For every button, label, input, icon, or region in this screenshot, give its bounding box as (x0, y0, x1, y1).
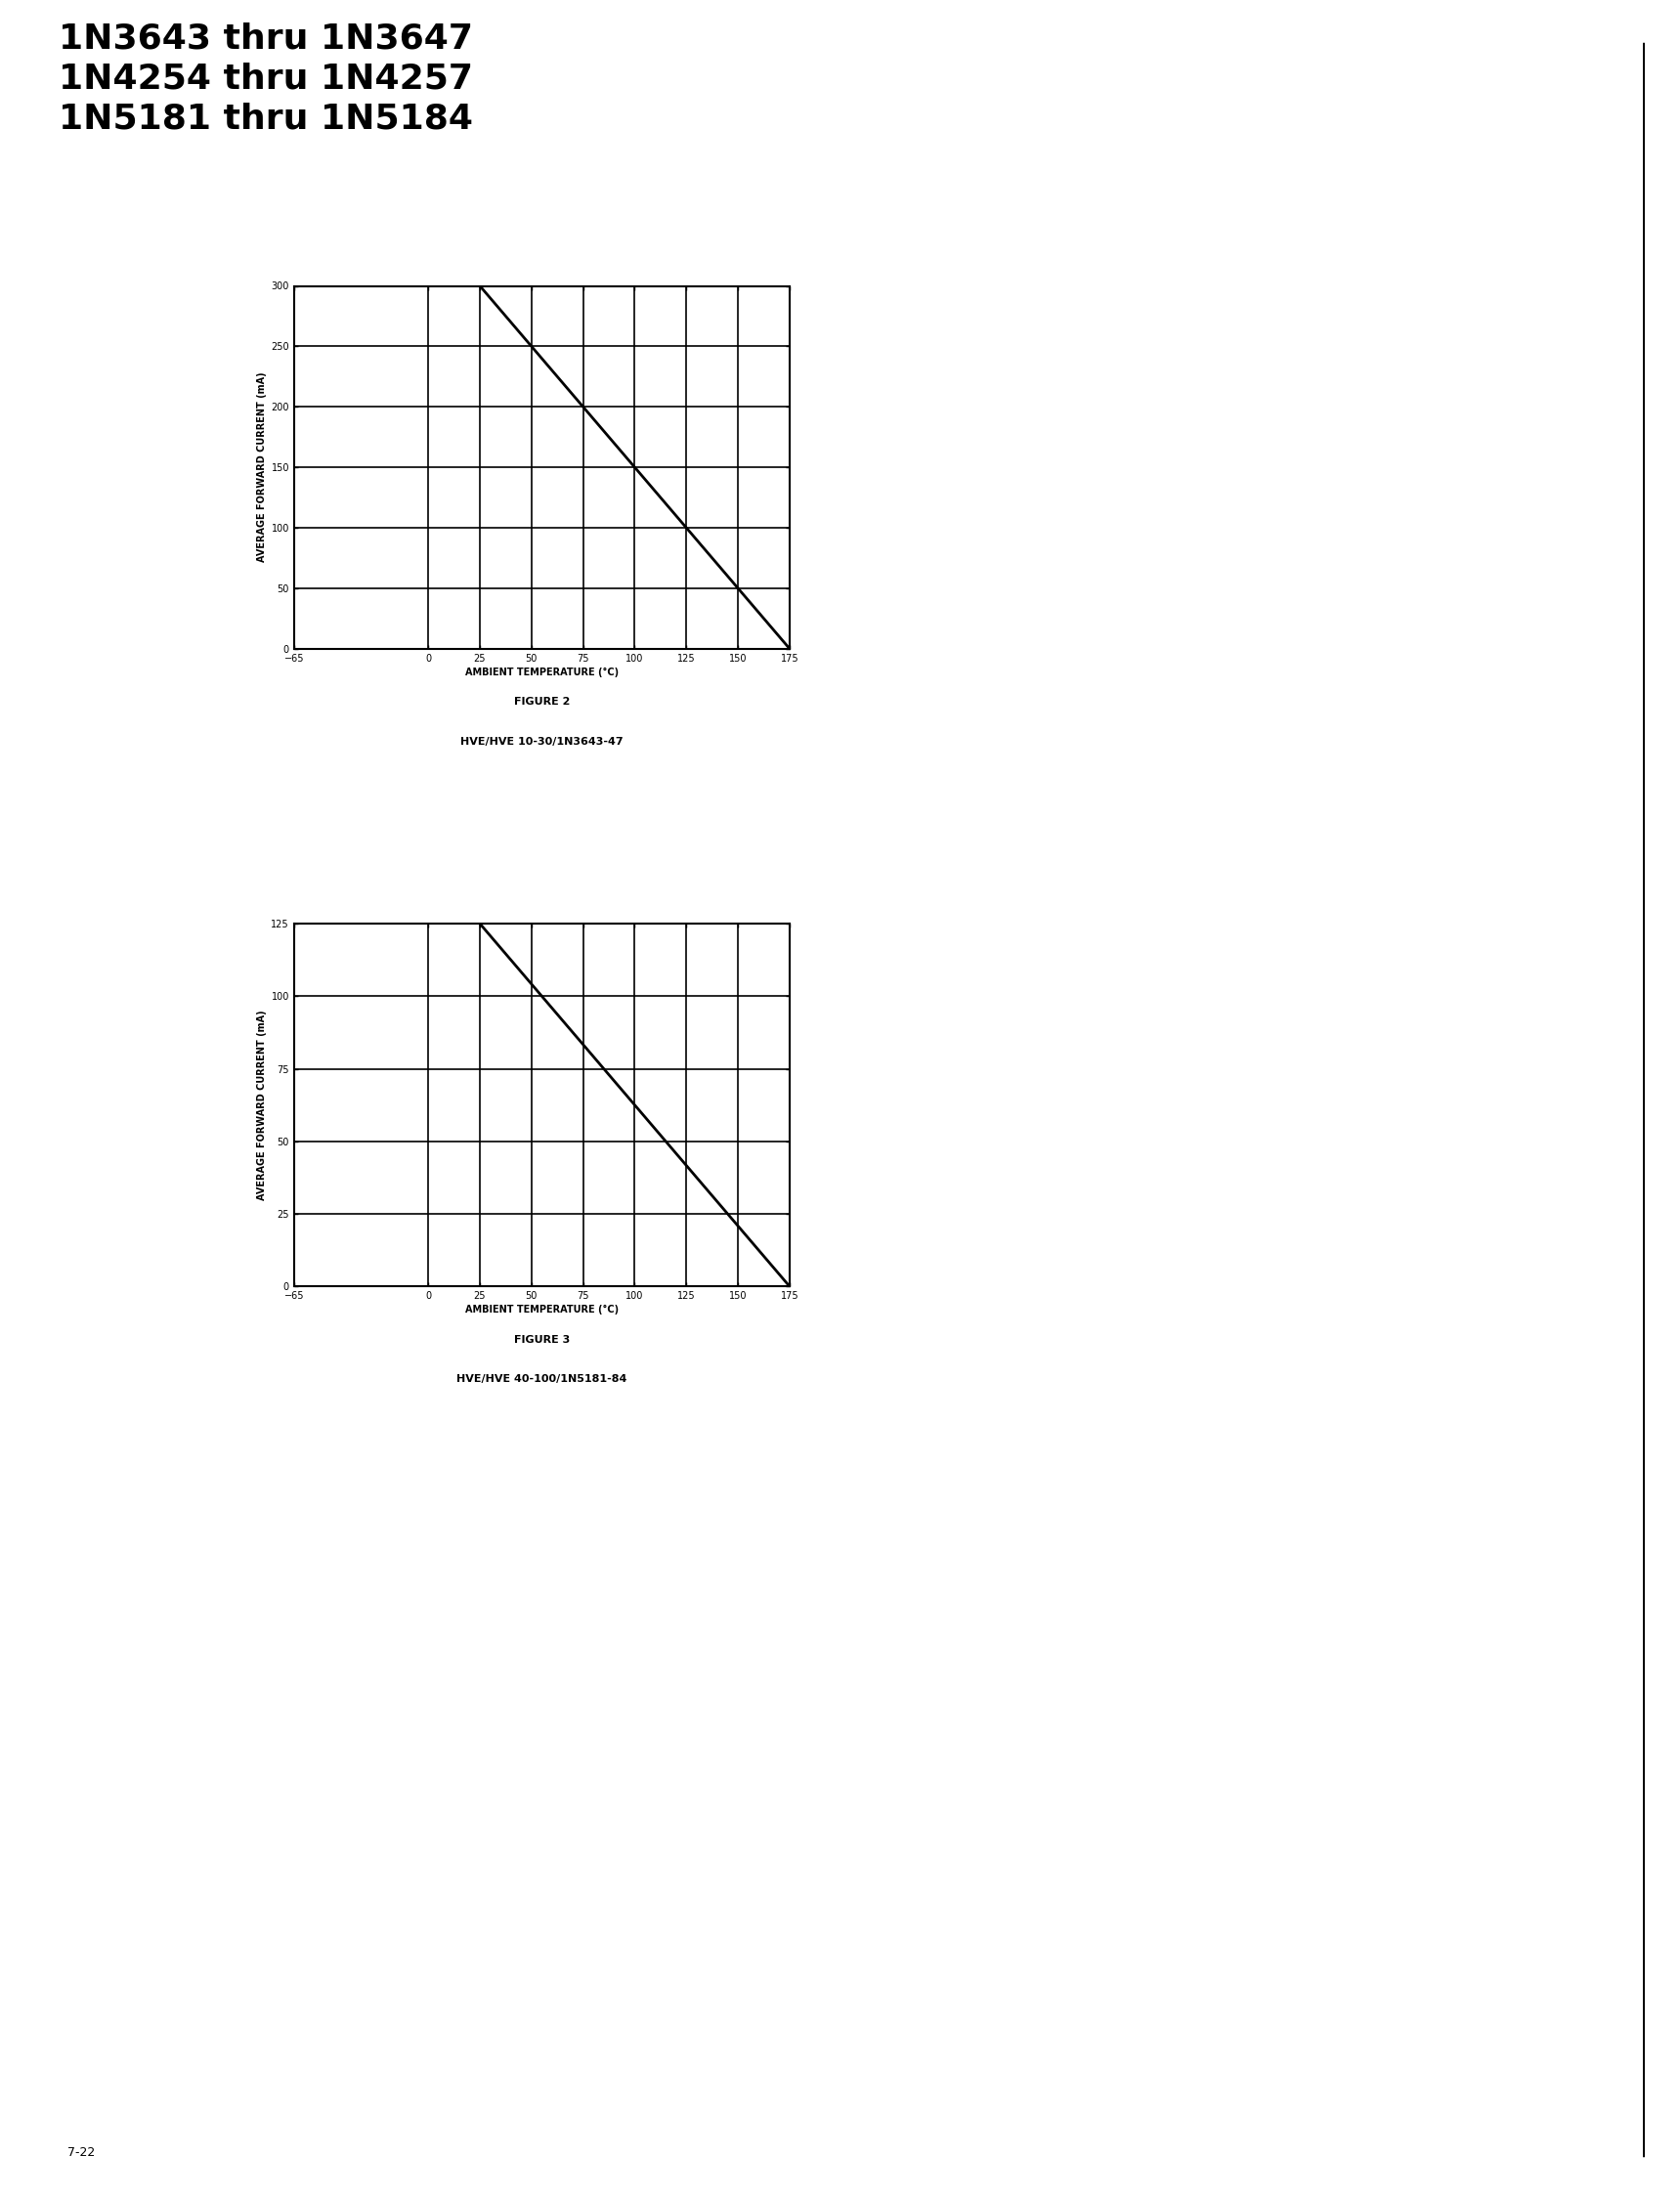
Text: HVE/HVE 10-30/1N3643-47: HVE/HVE 10-30/1N3643-47 (460, 737, 623, 745)
X-axis label: AMBIENT TEMPERATURE (°C): AMBIENT TEMPERATURE (°C) (465, 1304, 618, 1315)
Y-axis label: AVERAGE FORWARD CURRENT (mA): AVERAGE FORWARD CURRENT (mA) (257, 372, 267, 563)
X-axis label: AMBIENT TEMPERATURE (°C): AMBIENT TEMPERATURE (°C) (465, 666, 618, 677)
Text: HVE/HVE 40-100/1N5181-84: HVE/HVE 40-100/1N5181-84 (457, 1374, 627, 1383)
Text: 7-22: 7-22 (67, 2146, 94, 2159)
Text: FIGURE 3: FIGURE 3 (514, 1335, 570, 1344)
Text: 1N3643 thru 1N3647
1N4254 thru 1N4257
1N5181 thru 1N5184: 1N3643 thru 1N3647 1N4254 thru 1N4257 1N… (59, 22, 474, 134)
Y-axis label: AVERAGE FORWARD CURRENT (mA): AVERAGE FORWARD CURRENT (mA) (257, 1009, 267, 1201)
Text: FIGURE 2: FIGURE 2 (514, 697, 570, 706)
